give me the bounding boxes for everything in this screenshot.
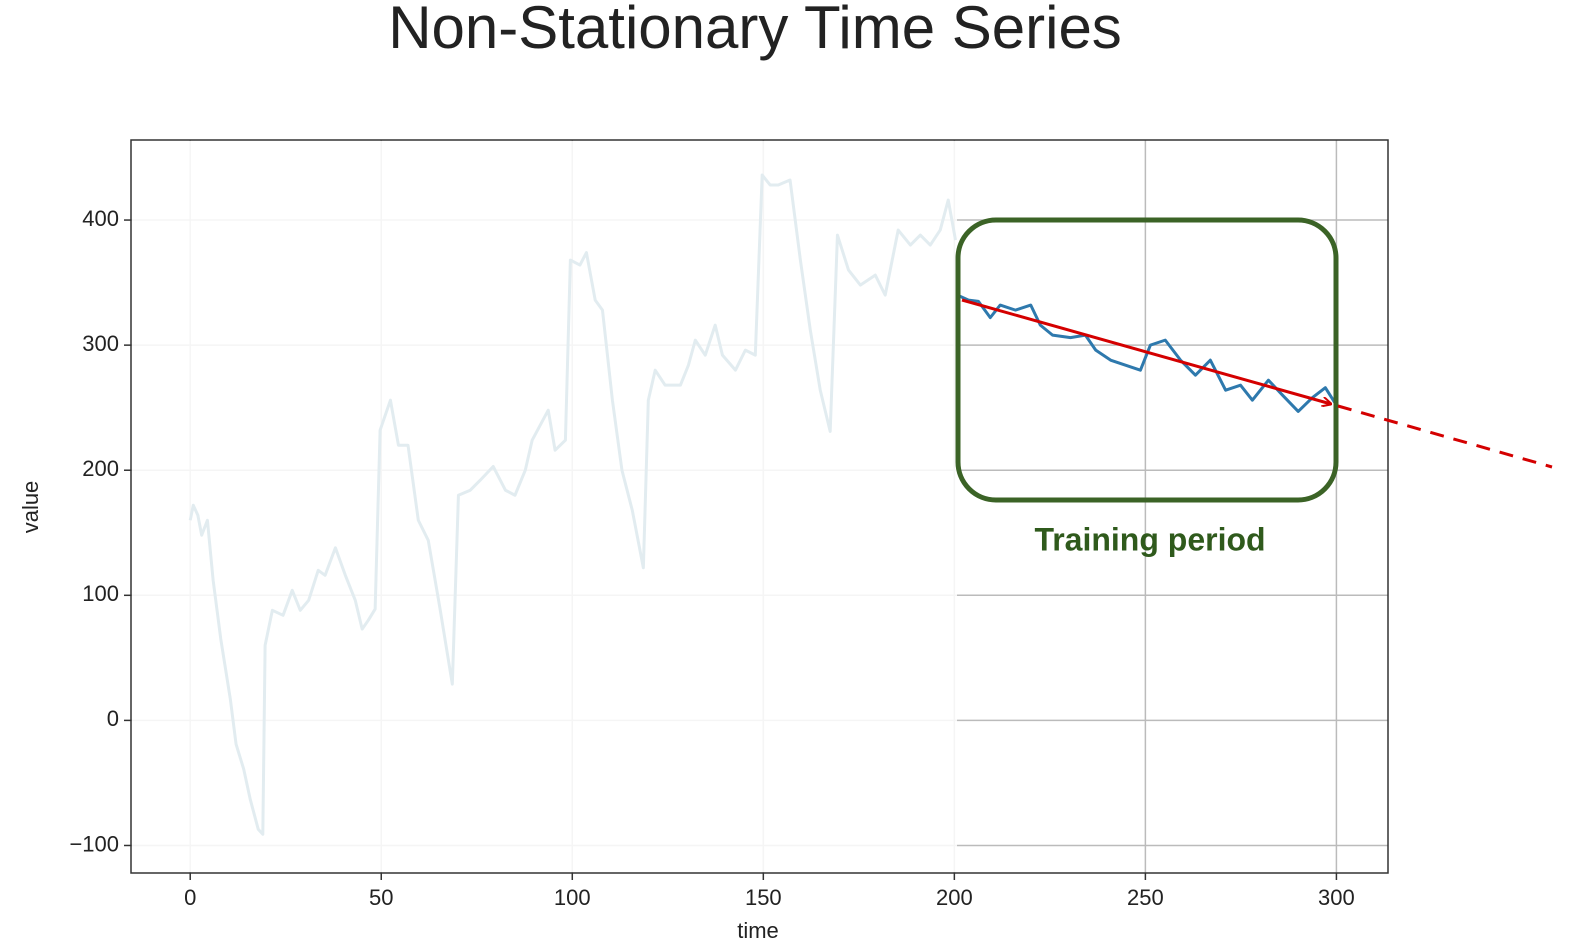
series-line (956, 293, 1338, 413)
training-box (955, 217, 1339, 503)
plot (188, 173, 1338, 836)
x-tick-label: 50 (369, 885, 393, 910)
x-tick-label: 200 (936, 885, 973, 910)
y-tick-label: 200 (82, 456, 119, 481)
x-tick-label: 100 (554, 885, 591, 910)
annotation: Training period (1034, 521, 1265, 557)
y-tick-label: 400 (82, 206, 119, 231)
y-tick-label: 0 (107, 706, 119, 731)
plot-frame (130, 139, 1389, 874)
x-axis-label: time (737, 918, 779, 940)
y-tick-label: 100 (82, 581, 119, 606)
x-tick-label: 150 (745, 885, 782, 910)
trend-arrow (961, 298, 1331, 404)
y-tick-label: 300 (82, 331, 119, 356)
forecast-dash (1337, 404, 1553, 469)
x-tick-label: 300 (1318, 885, 1355, 910)
chart-title: Non-Stationary Time Series (388, 0, 1122, 61)
y-axis-label: value (18, 481, 43, 534)
fade-overlay (132, 141, 957, 872)
series-line (188, 173, 957, 836)
x-tick-label: 250 (1127, 885, 1164, 910)
y-tick-label: −100 (69, 831, 119, 856)
x-tick-label: 0 (184, 885, 196, 910)
